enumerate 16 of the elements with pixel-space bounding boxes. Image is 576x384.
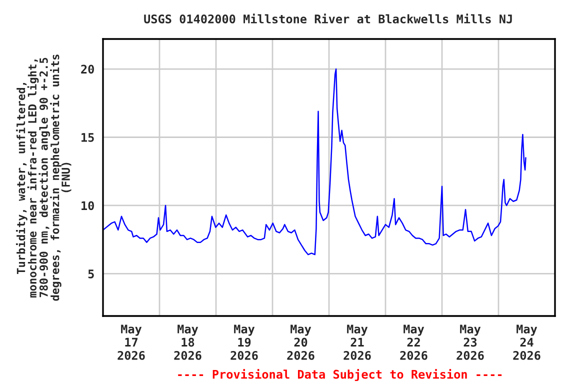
x-tick-label: May 19 2026 bbox=[230, 324, 258, 360]
y-tick-label: 15 bbox=[82, 133, 94, 142]
x-tick-label: May 24 2026 bbox=[513, 324, 540, 360]
y-tick-label: 10 bbox=[82, 201, 94, 210]
text: ---- Provisional Data Subject to Revision ---- bbox=[178, 368, 502, 382]
x-tick-label: May 20 2026 bbox=[287, 324, 314, 360]
x-tick-label: May 21 2026 bbox=[344, 324, 371, 360]
chart-title: USGS 01402000 Millstone River at Blackwells Mills NJ bbox=[144, 14, 512, 24]
y-tick-label: 5 bbox=[88, 270, 94, 278]
x-tick-label: May 17 2026 bbox=[118, 324, 145, 360]
y-tick-label: 20 bbox=[81, 64, 94, 74]
y-axis-title: Turbidity, water, unfiltered, monochrome near infra-red LED light, 780-900 nm, detection angle 90 +-2.5 degrees, formazin nephelometric units (FNU) bbox=[16, 54, 72, 301]
x-tick-label: May 22 2026 bbox=[400, 324, 428, 360]
x-tick-label: May 18 2026 bbox=[174, 324, 202, 360]
x-tick-label: May 23 2026 bbox=[456, 324, 484, 360]
line-series bbox=[103, 68, 526, 256]
